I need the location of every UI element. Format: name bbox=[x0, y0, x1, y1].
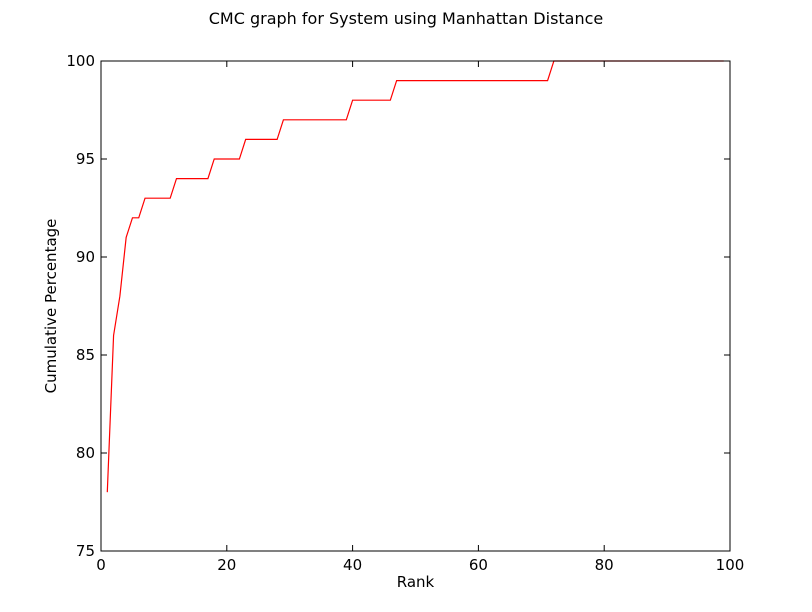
y-tick-label: 75 bbox=[76, 542, 95, 560]
x-tick-label: 60 bbox=[469, 556, 488, 574]
x-tick-label: 0 bbox=[96, 556, 106, 574]
y-tick-label: 80 bbox=[76, 444, 95, 462]
series-line-0 bbox=[106, 60, 724, 493]
x-tick-label: 100 bbox=[716, 556, 745, 574]
x-tick-label: 40 bbox=[343, 556, 362, 574]
x-axis-label: Rank bbox=[397, 573, 435, 591]
y-tick-label: 90 bbox=[76, 248, 95, 266]
chart-title: CMC graph for System using Manhattan Dis… bbox=[209, 9, 604, 28]
plot-area bbox=[106, 60, 724, 493]
y-tick-label: 100 bbox=[66, 52, 95, 70]
y-tick-label: 85 bbox=[76, 346, 95, 364]
y-axis-label: Cumulative Percentage bbox=[42, 219, 60, 394]
y-tick-label: 95 bbox=[76, 150, 95, 168]
axes-ticks: 0 20 40 60 80 100 75 80 85 90 95 100 bbox=[66, 52, 744, 574]
plot-frame bbox=[100, 60, 731, 552]
x-tick-label: 80 bbox=[595, 556, 614, 574]
x-tick-label: 20 bbox=[217, 556, 236, 574]
